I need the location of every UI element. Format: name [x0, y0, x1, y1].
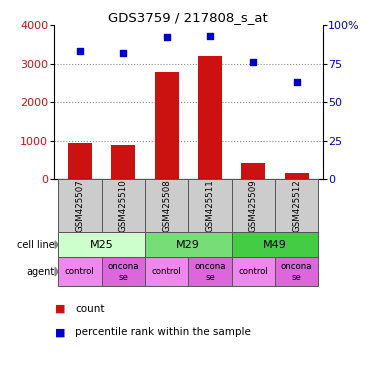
Text: control: control: [239, 267, 268, 276]
Bar: [285, 173, 309, 179]
Point: [250, 59, 256, 65]
FancyBboxPatch shape: [58, 232, 145, 257]
Point: [294, 79, 300, 85]
Text: agent: agent: [26, 266, 55, 276]
Text: oncona: oncona: [281, 262, 312, 271]
Point: [164, 34, 170, 40]
Text: count: count: [75, 304, 105, 314]
Text: M49: M49: [263, 240, 287, 250]
Bar: [242, 163, 265, 179]
Text: GSM425508: GSM425508: [162, 179, 171, 232]
FancyBboxPatch shape: [58, 179, 102, 232]
Text: ■: ■: [55, 327, 65, 337]
Polygon shape: [55, 241, 58, 248]
Text: M29: M29: [176, 240, 200, 250]
FancyBboxPatch shape: [275, 257, 318, 286]
FancyBboxPatch shape: [145, 179, 188, 232]
Text: se: se: [118, 273, 128, 283]
FancyBboxPatch shape: [58, 257, 102, 286]
Text: GSM425511: GSM425511: [206, 179, 214, 232]
Point: [207, 33, 213, 39]
Text: M25: M25: [90, 240, 114, 250]
Text: se: se: [292, 273, 302, 283]
FancyBboxPatch shape: [275, 179, 318, 232]
Text: GSM425512: GSM425512: [292, 179, 301, 232]
Text: oncona: oncona: [194, 262, 226, 271]
FancyBboxPatch shape: [102, 179, 145, 232]
FancyBboxPatch shape: [145, 257, 188, 286]
Bar: [111, 145, 135, 179]
Text: cell line: cell line: [17, 240, 55, 250]
Text: oncona: oncona: [108, 262, 139, 271]
FancyBboxPatch shape: [145, 232, 232, 257]
FancyBboxPatch shape: [188, 257, 232, 286]
Text: se: se: [205, 273, 215, 283]
Text: ■: ■: [55, 304, 65, 314]
Bar: [68, 142, 92, 179]
Text: GSM425510: GSM425510: [119, 179, 128, 232]
Text: control: control: [152, 267, 181, 276]
Bar: [155, 72, 178, 179]
Text: GSM425509: GSM425509: [249, 179, 258, 232]
Title: GDS3759 / 217808_s_at: GDS3759 / 217808_s_at: [108, 11, 268, 24]
Polygon shape: [55, 267, 58, 276]
FancyBboxPatch shape: [188, 179, 232, 232]
FancyBboxPatch shape: [232, 257, 275, 286]
FancyBboxPatch shape: [232, 179, 275, 232]
Point: [77, 48, 83, 54]
Bar: [198, 56, 222, 179]
Text: percentile rank within the sample: percentile rank within the sample: [75, 327, 251, 337]
Text: control: control: [65, 267, 95, 276]
FancyBboxPatch shape: [102, 257, 145, 286]
Point: [120, 50, 126, 56]
FancyBboxPatch shape: [232, 232, 318, 257]
Text: GSM425507: GSM425507: [75, 179, 84, 232]
